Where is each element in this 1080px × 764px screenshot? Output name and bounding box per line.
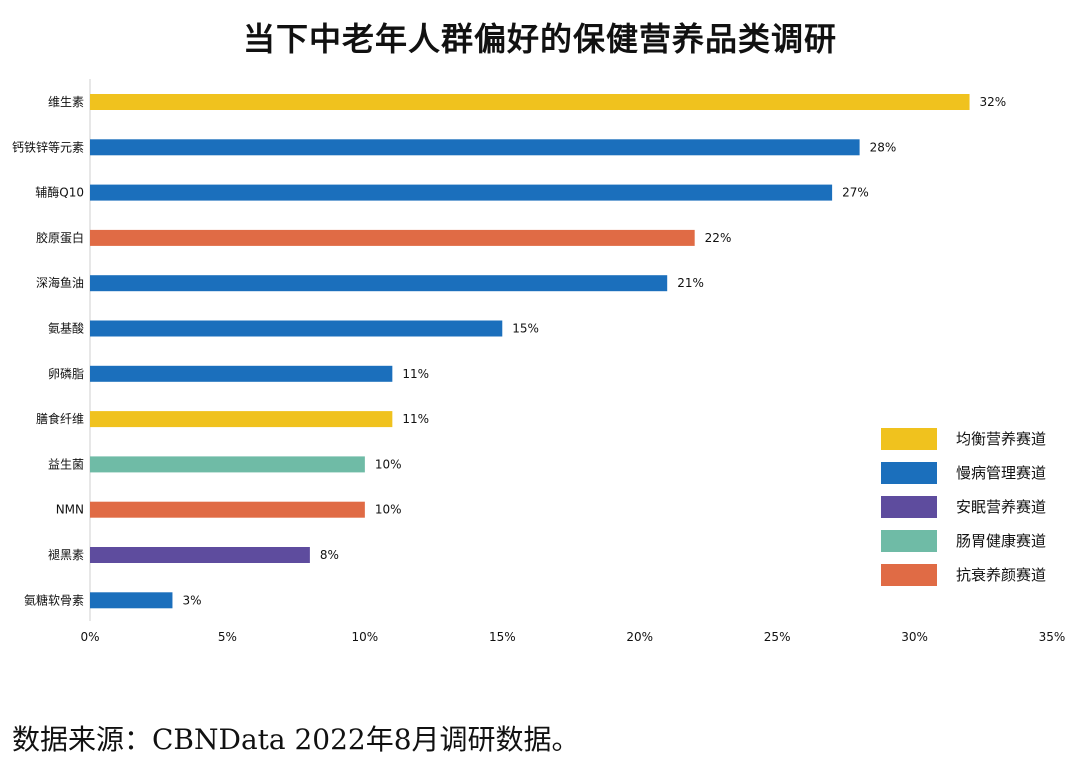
data-source-note: 数据来源：CBNData 2022年8月调研数据。 xyxy=(12,723,580,756)
chart-title: 当下中老年人群偏好的保健营养品类调研 xyxy=(242,20,837,58)
bar-3 xyxy=(90,184,833,201)
data-label: 32% xyxy=(980,95,1007,109)
x-tick-label: 15% xyxy=(489,630,516,644)
legend-swatch xyxy=(881,428,937,450)
category-label: 氨基酸 xyxy=(48,321,84,336)
bar-chart: 维生素 32% 钙铁锌等元素 28% 辅酶Q10 27% 胶原蛋白 22% 深海鱼油 21% 氨基酸… xyxy=(12,79,1066,644)
x-tick-label: 35% xyxy=(1039,630,1066,644)
bar-5 xyxy=(90,275,668,292)
data-label: 28% xyxy=(870,140,897,154)
category-label: 胶原蛋白 xyxy=(36,230,84,245)
bar-8 xyxy=(90,411,393,428)
bar-2 xyxy=(90,139,860,156)
bar-11 xyxy=(90,547,310,563)
bar-6 xyxy=(90,320,503,337)
x-tick-label: 25% xyxy=(764,630,791,644)
category-label: 深海鱼油 xyxy=(36,275,84,290)
x-tick-label: 5% xyxy=(218,630,237,644)
legend-label: 肠胃健康赛道 xyxy=(956,532,1046,550)
data-label: 11% xyxy=(402,412,429,426)
category-label: 膳食纤维 xyxy=(36,411,84,426)
data-label: 15% xyxy=(512,322,539,336)
data-label: 11% xyxy=(402,367,429,381)
x-tick-label: 30% xyxy=(901,630,928,644)
category-label: 钙铁锌等元素 xyxy=(12,140,84,154)
bar-9 xyxy=(90,456,365,473)
category-label: 益生菌 xyxy=(48,457,84,471)
data-label: 10% xyxy=(375,457,402,471)
category-label: 辅酶Q10 xyxy=(35,185,84,200)
data-label: 10% xyxy=(375,503,402,517)
x-tick-label: 0% xyxy=(80,630,99,644)
category-label: 褪黑素 xyxy=(48,547,84,562)
legend-swatch xyxy=(881,530,937,552)
x-tick-label: 10% xyxy=(352,630,379,644)
bar-12 xyxy=(90,592,173,609)
bar-10 xyxy=(90,501,365,518)
legend-swatch xyxy=(881,496,937,518)
category-label: 氨糖软骨素 xyxy=(24,592,84,607)
legend-label: 安眠营养赛道 xyxy=(956,498,1046,516)
data-label: 8% xyxy=(320,548,339,562)
legend-label: 抗衰养颜赛道 xyxy=(956,566,1046,584)
legend-label: 均衡营养赛道 xyxy=(956,430,1046,448)
category-label: NMN xyxy=(56,503,84,517)
category-label: 卵磷脂 xyxy=(48,366,84,381)
bar-4 xyxy=(90,229,695,246)
data-label: 27% xyxy=(842,186,869,200)
bar-7 xyxy=(90,365,393,382)
data-label: 3% xyxy=(182,593,201,607)
x-tick-label: 20% xyxy=(626,630,653,644)
category-label: 维生素 xyxy=(48,95,84,109)
legend-label: 慢病管理赛道 xyxy=(956,464,1046,482)
legend-swatch xyxy=(881,564,937,586)
data-label: 22% xyxy=(705,231,732,245)
data-label: 21% xyxy=(677,276,704,290)
legend-swatch xyxy=(881,462,937,484)
bar-1 xyxy=(90,94,970,110)
